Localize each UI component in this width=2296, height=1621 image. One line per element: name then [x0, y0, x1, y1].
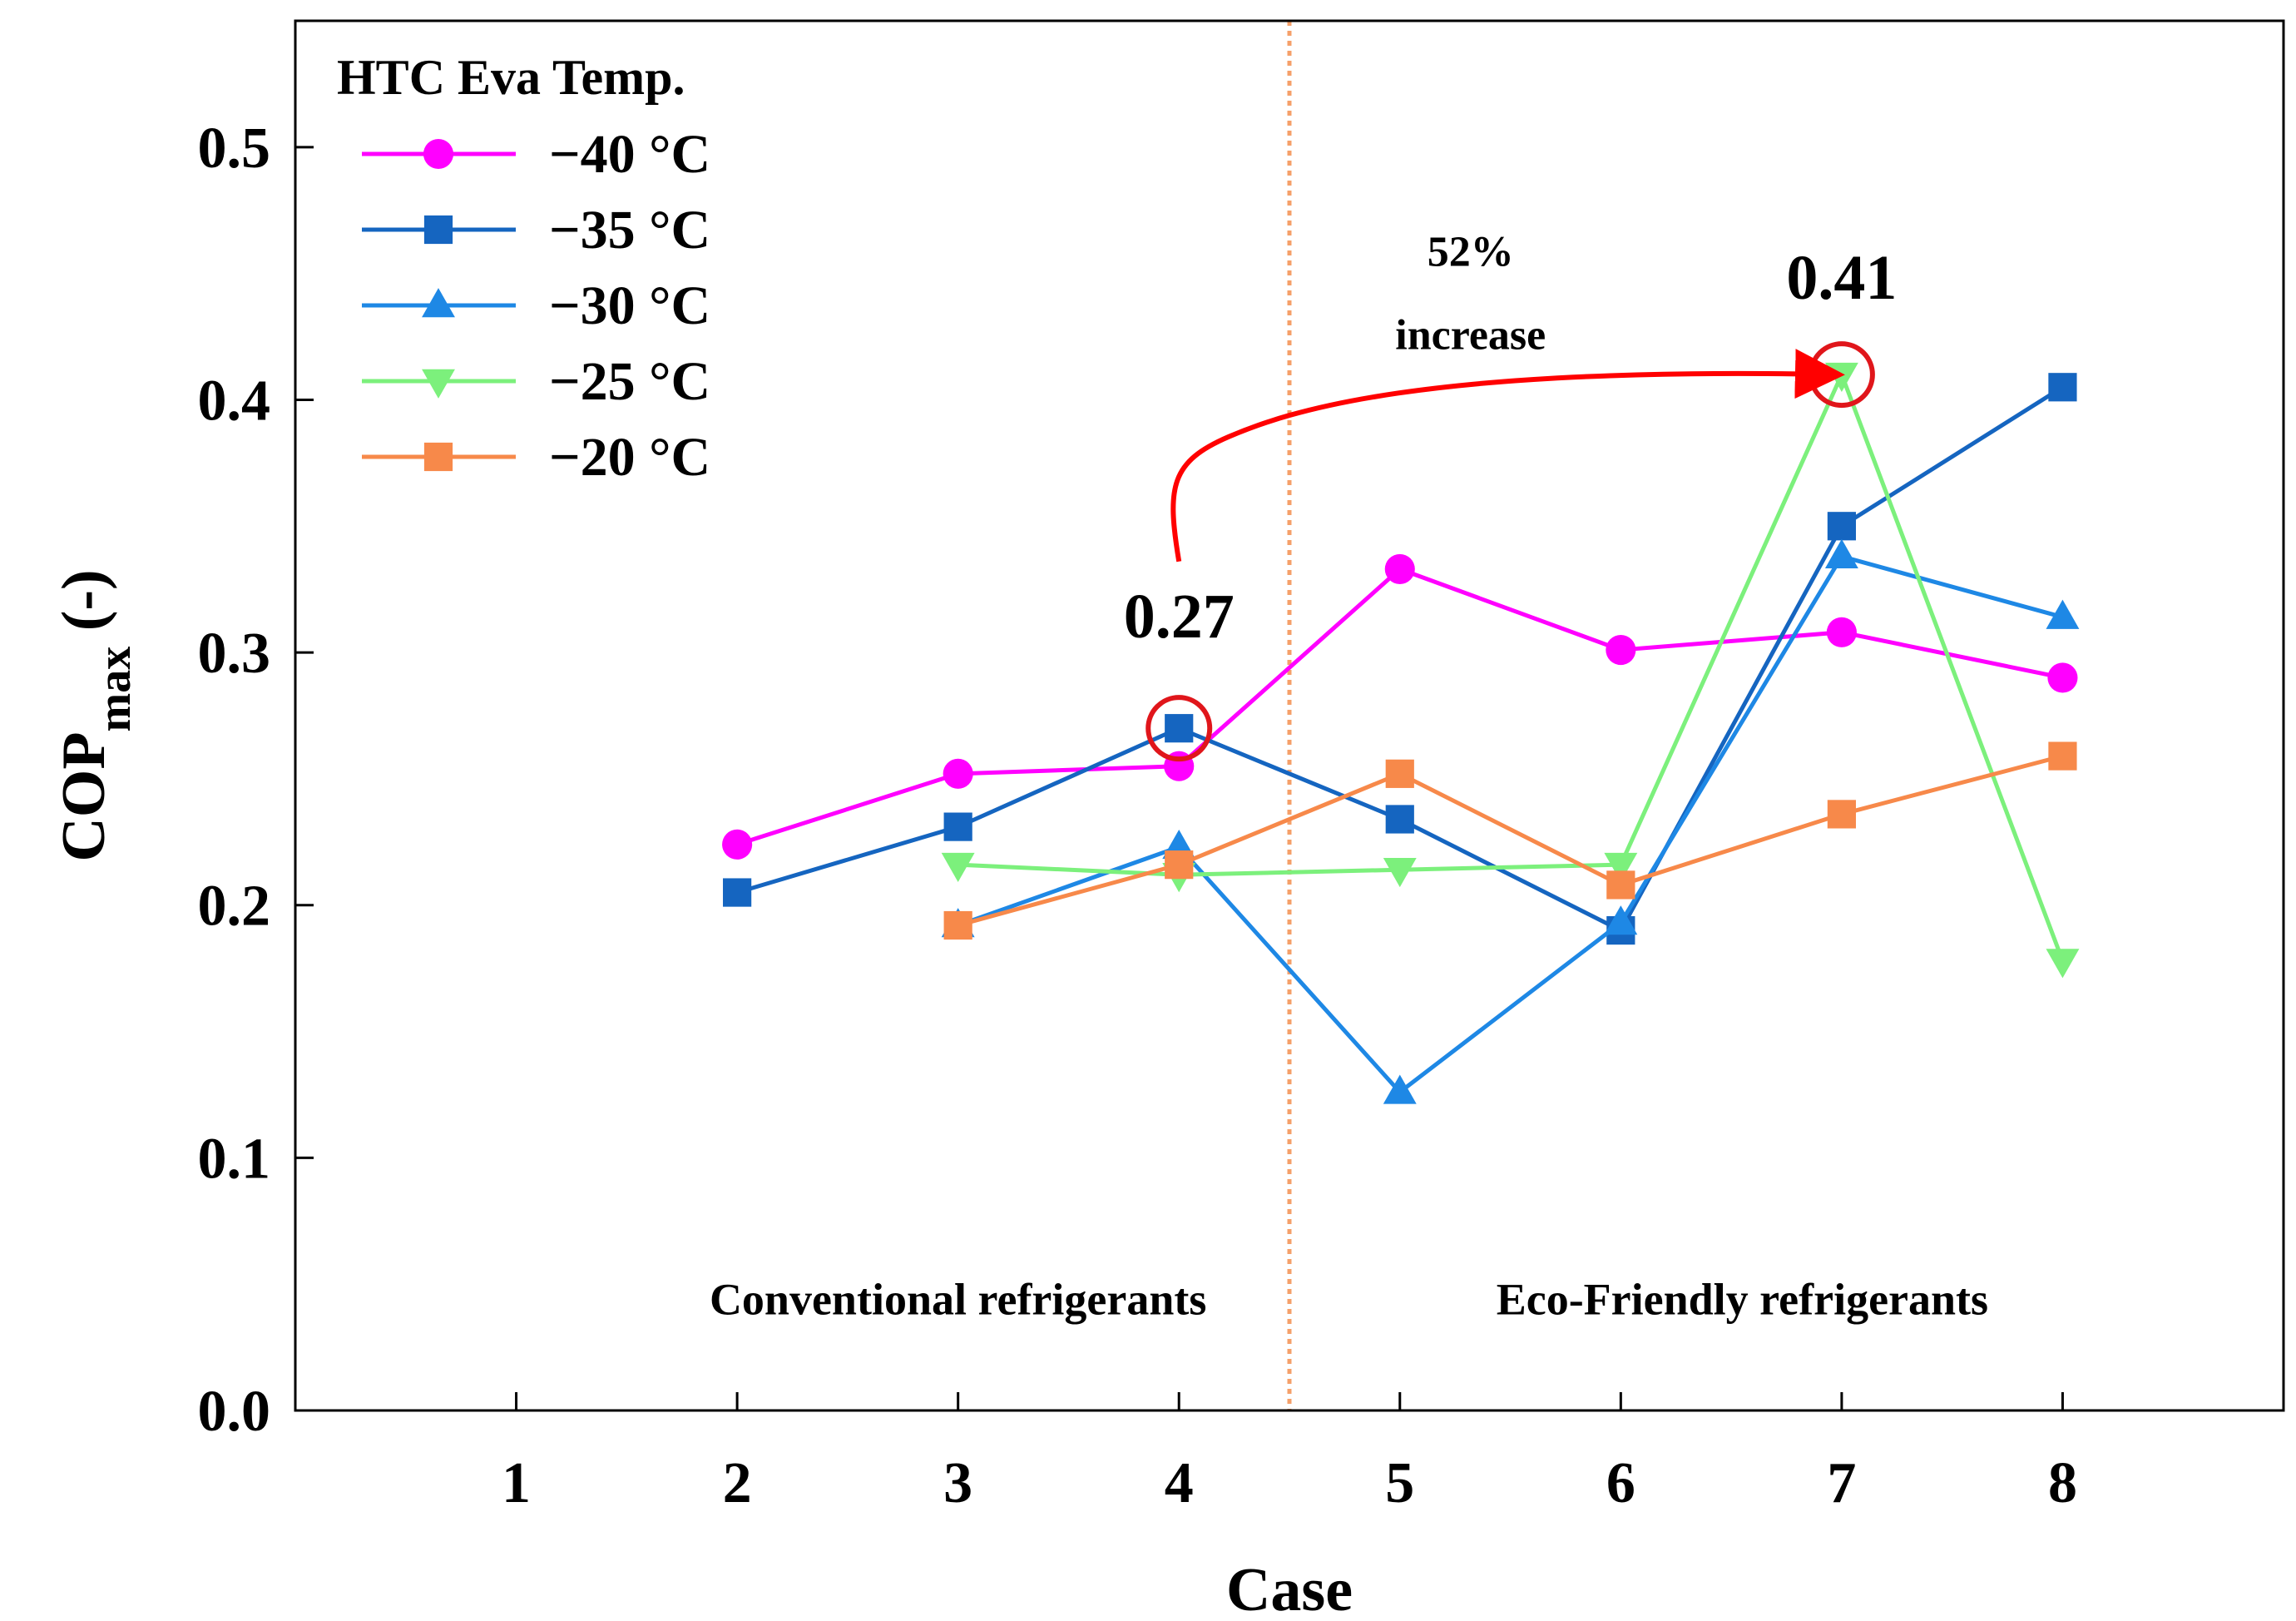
- x-tick-label: 3: [943, 1451, 972, 1515]
- data-point: [1384, 553, 1415, 584]
- data-point: [722, 829, 753, 860]
- data-point: [943, 910, 972, 940]
- x-tick-label: 6: [1606, 1451, 1635, 1515]
- region-label-conventional: Conventional refrigerants: [710, 1275, 1206, 1325]
- data-point: [943, 812, 972, 841]
- legend-label: −35 °C: [549, 200, 710, 260]
- series-line: [957, 554, 2064, 1094]
- increase-annotation: 52%: [1428, 229, 1514, 276]
- legend-item: −25 °C: [362, 351, 710, 412]
- data-point: [943, 758, 973, 789]
- legend-marker: [422, 369, 455, 399]
- legend-marker: [423, 442, 453, 472]
- data-point: [2047, 662, 2078, 693]
- region-label-eco-friendly: Eco-Friendly refrigerants: [1497, 1275, 1988, 1325]
- axes: 0.0 0.1 0.2 0.3 0.4 0.5 1 2 3 4 5 6 7 8 Case COPmax (-): [50, 19, 2285, 1621]
- highlight-circle: [1146, 695, 1213, 762]
- series-line: [736, 385, 2064, 933]
- y-tick-label: 0.3: [198, 622, 271, 686]
- series-layer: [722, 362, 2080, 1104]
- data-point: [1826, 617, 1857, 647]
- y-tick-label: 0.0: [198, 1380, 271, 1444]
- legend-title: HTC Eva Temp.: [337, 50, 685, 105]
- data-point: [723, 878, 752, 907]
- x-tick-label: 4: [1165, 1451, 1194, 1515]
- value-annotation: 0.27: [1124, 582, 1235, 652]
- data-point: [1606, 635, 1636, 666]
- series-line: [957, 754, 2064, 928]
- data-point: [1604, 905, 1638, 935]
- legend-label: −30 °C: [549, 275, 710, 336]
- data-point: [1385, 805, 1414, 834]
- data-point: [1383, 857, 1417, 888]
- data-point: [1824, 362, 1858, 392]
- series-0: [722, 553, 2078, 860]
- legend-item: −20 °C: [362, 427, 710, 488]
- series-2: [941, 538, 2080, 1104]
- y-tick-label: 0.4: [198, 369, 271, 433]
- legend-marker: [423, 138, 454, 170]
- legend-label: −40 °C: [549, 124, 710, 185]
- data-point: [1606, 870, 1635, 900]
- data-point: [2046, 949, 2080, 979]
- data-point: [1827, 800, 1856, 829]
- legend-marker: [423, 215, 453, 245]
- series-1: [723, 373, 2077, 945]
- data-point: [1604, 852, 1638, 883]
- increase-arrow: [1170, 349, 1845, 563]
- data-point: [1385, 759, 1414, 788]
- legend-label: −25 °C: [549, 351, 710, 412]
- data-point: [1165, 714, 1194, 743]
- legend: HTC Eva Temp. −40 °C −35 °C −30 °C −25 °C −20…: [337, 50, 710, 488]
- x-axis-label: Case: [1226, 1556, 1353, 1621]
- x-tick-label: 1: [502, 1451, 531, 1515]
- data-point: [941, 852, 975, 883]
- x-tick-label: 2: [723, 1451, 752, 1515]
- series-3: [941, 362, 2080, 979]
- data-point: [2048, 373, 2077, 402]
- legend-item: −30 °C: [362, 275, 710, 336]
- y-tick-label: 0.5: [198, 116, 271, 181]
- x-tick-label: 5: [1385, 1451, 1414, 1515]
- series-line: [736, 567, 2063, 847]
- y-axis-label: COPmax (-): [50, 569, 141, 861]
- x-tick-label: 7: [1827, 1451, 1856, 1515]
- data-point: [1824, 538, 1858, 568]
- value-annotation: 0.41: [1786, 243, 1897, 313]
- data-point: [2046, 599, 2080, 629]
- plot-frame: [294, 19, 2285, 1412]
- data-point: [1383, 1074, 1417, 1104]
- series-4: [943, 741, 2077, 940]
- data-point: [1165, 850, 1194, 880]
- legend-label: −20 °C: [549, 427, 710, 488]
- x-tick-label: 8: [2048, 1451, 2077, 1515]
- annotations: 0.27 0.41 52% increase: [1124, 229, 1897, 762]
- y-tick-label: 0.1: [198, 1127, 271, 1191]
- legend-item: −40 °C: [362, 124, 710, 185]
- region-labels: Conventional refrigerants Eco-Friendly re…: [710, 1275, 1988, 1325]
- legend-item: −35 °C: [362, 200, 710, 260]
- legend-marker: [422, 288, 455, 318]
- data-point: [1827, 512, 1856, 541]
- y-tick-label: 0.2: [198, 875, 271, 939]
- data-point: [2048, 741, 2077, 771]
- increase-annotation: increase: [1395, 312, 1546, 359]
